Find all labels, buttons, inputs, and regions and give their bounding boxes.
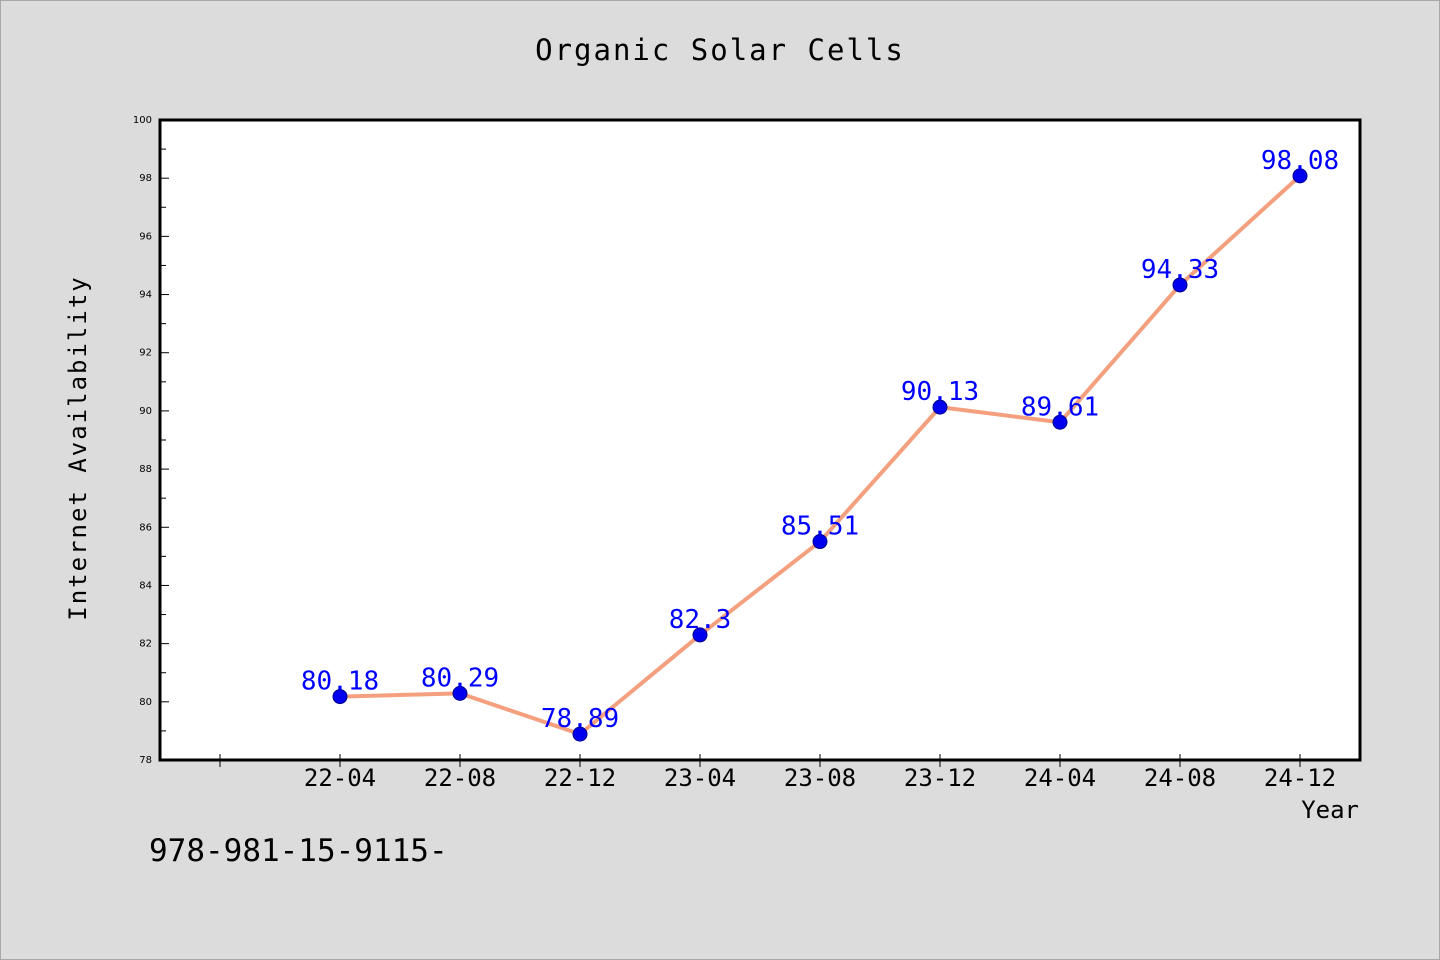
x-tick-label: 24-12 <box>1264 764 1336 792</box>
data-point <box>332 689 348 705</box>
data-point <box>452 685 468 701</box>
data-label: 90.13 <box>901 377 979 407</box>
data-point <box>812 534 828 550</box>
x-tick-label: 22-08 <box>424 764 496 792</box>
data-point <box>1172 277 1188 293</box>
data-label: 80.29 <box>421 663 499 693</box>
y-tick-label: 84 <box>139 580 152 591</box>
data-label: 94.33 <box>1141 255 1219 285</box>
data-point <box>1292 168 1308 184</box>
x-tick-label: 24-04 <box>1024 764 1096 792</box>
footnote-isbn: 978-981-15-9115- <box>149 833 448 869</box>
y-tick-label: 82 <box>139 639 152 650</box>
plot-area <box>158 118 1362 762</box>
y-tick-label: 80 <box>139 697 152 708</box>
y-tick-label: 92 <box>139 348 152 359</box>
data-point <box>692 627 708 643</box>
x-tick-label: 22-12 <box>544 764 616 792</box>
data-label: 85.51 <box>781 512 859 542</box>
x-tick-label: 23-08 <box>784 764 856 792</box>
data-label: 98.08 <box>1261 146 1339 176</box>
x-tick-label: 22-04 <box>304 764 376 792</box>
y-tick-label: 90 <box>139 406 152 417</box>
chart-title: Organic Solar Cells <box>535 33 905 67</box>
y-tick-label: 88 <box>139 464 152 475</box>
x-axis-label: Year <box>1301 796 1359 824</box>
x-tick-label: 24-08 <box>1144 764 1216 792</box>
y-tick-label: 100 <box>133 115 152 126</box>
x-tick-label: 23-04 <box>664 764 736 792</box>
y-tick-label: 86 <box>139 522 152 533</box>
y-tick-label: 96 <box>139 231 152 242</box>
y-tick-label: 94 <box>139 290 152 301</box>
x-tick-label: 23-12 <box>904 764 976 792</box>
data-label: 82.3 <box>669 605 732 635</box>
y-tick-label: 78 <box>139 755 152 766</box>
y-tick-label: 98 <box>139 173 152 184</box>
data-point <box>1052 414 1068 430</box>
data-label: 78.89 <box>541 704 619 734</box>
data-label: 80.18 <box>301 667 379 697</box>
data-point <box>572 726 588 742</box>
data-point <box>932 399 948 415</box>
data-label: 89.61 <box>1021 392 1099 422</box>
